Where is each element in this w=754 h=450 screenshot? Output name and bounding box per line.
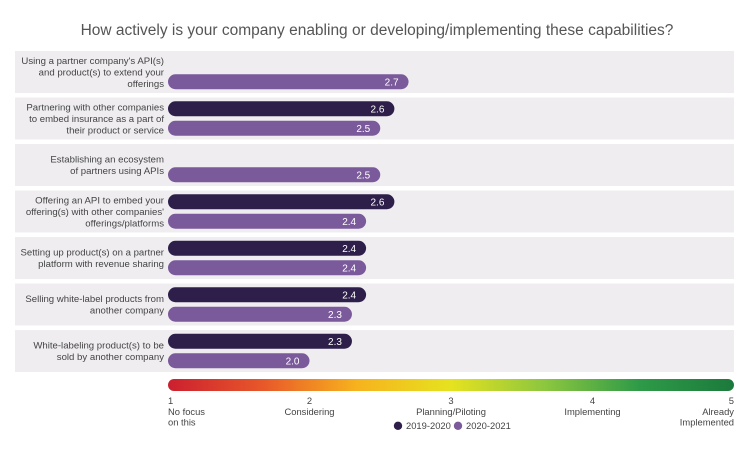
bar-2020-2021 xyxy=(168,306,352,322)
tick-value-label: 3 xyxy=(448,395,453,406)
tick-label: Implemented xyxy=(680,417,734,428)
category-band xyxy=(15,237,734,279)
bar-2019-2020 xyxy=(168,287,367,303)
bar-value-label: 2.6 xyxy=(370,104,384,115)
bar-value-label: 2.3 xyxy=(328,337,342,348)
category-label: Offering an API to embed your xyxy=(35,195,165,206)
category-label: Setting up product(s) on a partner xyxy=(21,248,165,259)
tick-label: Already xyxy=(702,406,734,417)
tick-value-label: 1 xyxy=(168,395,173,406)
bar-value-label: 2.0 xyxy=(286,356,300,367)
bar-2020-2021 xyxy=(168,260,367,276)
category-label: to embed insurance as a part of xyxy=(29,114,164,125)
category-label: Establishing an ecosystem xyxy=(50,155,164,166)
tick-label: on this xyxy=(168,417,196,428)
tick-value-label: 4 xyxy=(590,395,595,406)
category-label: Selling white-label products from xyxy=(25,294,164,305)
tick-label: Planning/Piloting xyxy=(416,406,486,417)
bar-value-label: 2.6 xyxy=(370,197,384,208)
bar-value-label: 2.7 xyxy=(385,77,399,88)
category-label: another company xyxy=(90,306,164,317)
bar-value-label: 2.5 xyxy=(356,124,370,135)
bar-2019-2020 xyxy=(168,101,395,117)
category-label: Partnering with other companies xyxy=(26,102,164,113)
bar-value-label: 2.5 xyxy=(356,170,370,181)
category-label: and product(s) to extend your xyxy=(39,67,165,78)
legend-label: 2019-2020 xyxy=(406,420,451,431)
bar-value-label: 2.4 xyxy=(342,263,356,274)
bar-value-label: 2.4 xyxy=(342,217,356,228)
tick-value-label: 5 xyxy=(729,395,734,406)
bar-2020-2021 xyxy=(168,213,367,229)
legend-label: 2020-2021 xyxy=(466,420,511,431)
category-label: of partners using APIs xyxy=(70,166,164,177)
tick-value-label: 2 xyxy=(307,395,312,406)
bar-value-label: 2.3 xyxy=(328,310,342,321)
legend-swatch xyxy=(453,421,463,430)
category-label: offerings xyxy=(127,79,164,90)
category-label: sold by another company xyxy=(57,352,164,363)
bar-value-label: 2.4 xyxy=(342,290,356,301)
bar-value-label: 2.4 xyxy=(342,244,356,255)
bar-2019-2020 xyxy=(168,240,367,256)
bar-2019-2020 xyxy=(168,333,352,349)
category-label: their product or service xyxy=(66,126,164,137)
bar-2020-2021 xyxy=(168,74,409,90)
bar-2019-2020 xyxy=(168,194,395,210)
tick-label: No focus xyxy=(168,406,205,417)
bar-2020-2021 xyxy=(168,120,381,136)
bar-2020-2021 xyxy=(168,167,381,183)
tick-label: Implementing xyxy=(564,406,620,417)
category-label: Using a partner company's API(s) xyxy=(21,56,164,67)
color-scale-bar xyxy=(168,379,734,391)
category-label: offerings/platforms xyxy=(85,219,164,230)
bar-2020-2021 xyxy=(168,353,310,369)
legend-swatch xyxy=(393,421,403,430)
category-label: offering(s) with other companies' xyxy=(26,207,164,218)
category-label: platform with revenue sharing xyxy=(38,259,164,270)
category-label: White-labeling product(s) to be xyxy=(33,341,164,352)
category-band xyxy=(15,283,734,326)
category-band xyxy=(15,330,734,372)
chart-title: How actively is your company enabling or… xyxy=(81,22,674,39)
tick-label: Considering xyxy=(284,406,334,417)
